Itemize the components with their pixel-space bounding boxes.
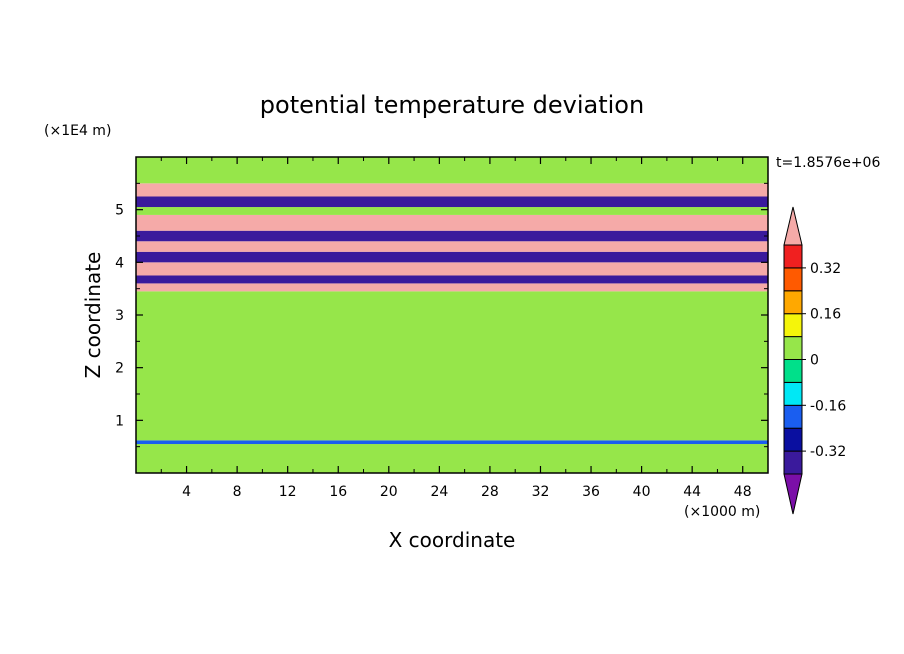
colorbar-swatch — [783, 404, 803, 429]
time-label: t=1.8576e+06 — [776, 155, 880, 171]
colorbar-min-arrow — [783, 473, 803, 515]
y-unit-label: (×1E4 m) — [44, 123, 111, 139]
y-axis-label: Z coordinate — [81, 252, 105, 379]
colorbar-label: 0.16 — [810, 307, 841, 323]
colorbar-swatch — [783, 381, 803, 406]
colorbar-swatch — [783, 267, 803, 292]
colorbar: 0.32 0.16 0 -0.16 -0.32 — [783, 206, 846, 515]
x-tick-label: 44 — [683, 484, 701, 500]
x-tick-label: 48 — [734, 484, 752, 500]
colorbar-swatch — [783, 359, 803, 383]
y-tick-label: 3 — [115, 308, 124, 324]
field-band — [136, 291, 768, 441]
x-axis-label: X coordinate — [389, 528, 516, 552]
field-band — [136, 440, 768, 445]
x-tick-label: 40 — [633, 484, 651, 500]
x-tick-label: 28 — [481, 484, 499, 500]
field-band — [136, 262, 768, 276]
x-unit-label: (×1000 m) — [684, 504, 760, 520]
colorbar-label: 0.32 — [810, 261, 841, 277]
field-band — [136, 241, 768, 252]
field-band — [136, 283, 768, 292]
field-band — [136, 207, 768, 215]
x-tick-label: 8 — [233, 484, 242, 500]
y-tick-label: 4 — [115, 255, 124, 271]
colorbar-max-arrow — [783, 206, 803, 246]
colorbar-swatch — [783, 336, 803, 361]
x-tick-label: 32 — [532, 484, 550, 500]
colorbar-swatch — [783, 244, 803, 269]
field-band — [136, 251, 768, 263]
x-tick-label: 20 — [380, 484, 398, 500]
colorbar-label: 0 — [810, 353, 819, 369]
field-band — [136, 183, 768, 197]
colorbar-swatch — [783, 313, 803, 338]
x-tick-label: 4 — [182, 484, 191, 500]
colorbar-swatch — [783, 290, 803, 315]
field-band — [136, 157, 768, 184]
colorbar-label: -0.16 — [810, 398, 846, 414]
x-tick-label: 24 — [430, 484, 448, 500]
chart-title: potential temperature deviation — [260, 91, 644, 119]
y-tick-label: 2 — [115, 361, 124, 377]
y-axis-ticks: 1 2 3 4 5 — [115, 182, 768, 448]
y-tick-label: 1 — [115, 413, 124, 429]
field-band — [136, 196, 768, 208]
field-band — [136, 444, 768, 473]
colorbar-swatch — [783, 450, 803, 475]
field-band — [136, 230, 768, 242]
x-axis-ticks: 4 8 12 16 20 24 28 32 36 40 44 48 — [160, 157, 752, 500]
temperature-field — [136, 157, 768, 473]
x-tick-label: 12 — [279, 484, 297, 500]
field-band — [136, 275, 768, 284]
x-tick-label: 16 — [329, 484, 347, 500]
field-band — [136, 214, 768, 231]
x-tick-label: 36 — [582, 484, 600, 500]
colorbar-label: -0.32 — [810, 444, 846, 460]
colorbar-swatch — [783, 427, 803, 452]
y-tick-label: 5 — [115, 203, 124, 219]
